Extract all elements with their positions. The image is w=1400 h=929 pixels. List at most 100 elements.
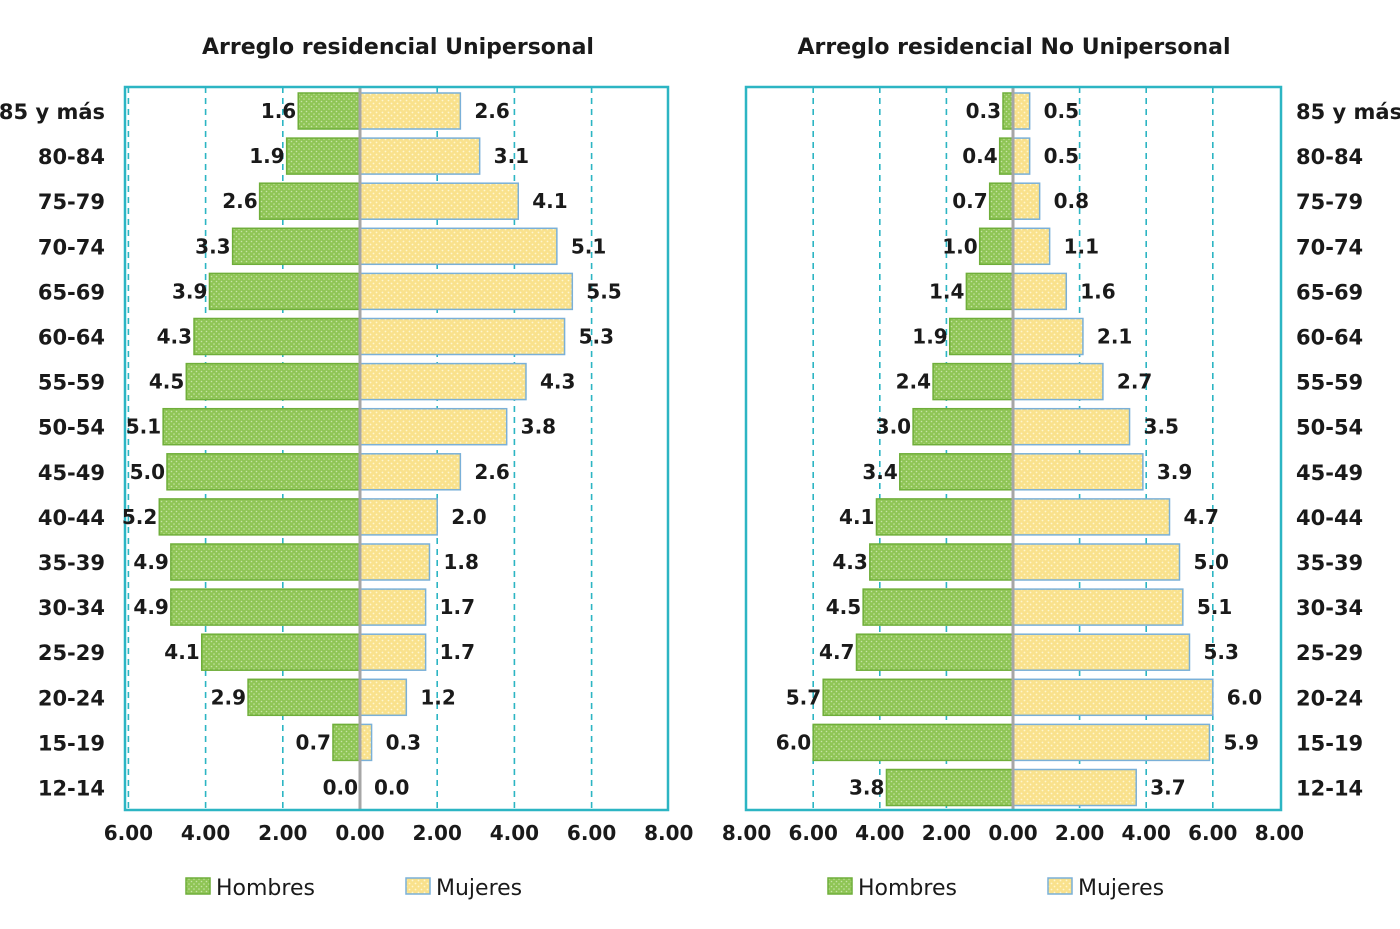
bar-hombres xyxy=(869,543,1014,581)
bar-mujeres xyxy=(359,633,427,671)
bar-mujeres xyxy=(1012,272,1068,311)
value-label-hombres: 1.9 xyxy=(249,144,284,168)
bar-hombres xyxy=(170,588,361,626)
age-label: 25-29 xyxy=(1296,641,1363,665)
x-tick-label: 4.00 xyxy=(1122,821,1171,845)
age-label: 80-84 xyxy=(38,145,105,169)
bar-mujeres xyxy=(359,92,462,130)
bar-mujeres xyxy=(359,362,527,401)
chart-unipersonal: Arreglo residencial Unipersonal 1.6 2.6 1.… xyxy=(0,35,693,901)
bar-hombres xyxy=(948,317,1014,356)
value-label-hombres: 3.0 xyxy=(876,415,911,439)
x-tick-label: 8.00 xyxy=(644,821,693,845)
value-label-hombres: 4.5 xyxy=(826,595,861,619)
x-tick-label: 0.00 xyxy=(335,821,384,845)
age-label: 50-54 xyxy=(38,416,105,440)
legend-label-mujeres: Mujeres xyxy=(1078,876,1164,901)
bar-mujeres xyxy=(1012,723,1211,762)
value-label-hombres: 2.9 xyxy=(211,685,246,709)
chart-no-unipersonal: Arreglo residencial No Unipersonal 0.3 0.… xyxy=(722,35,1400,901)
age-label: 45-49 xyxy=(38,461,105,485)
age-label: 12-14 xyxy=(38,777,105,801)
bar-mujeres xyxy=(359,407,508,446)
value-label-hombres: 4.1 xyxy=(839,505,874,529)
bars xyxy=(158,92,574,807)
bar-mujeres xyxy=(359,272,574,311)
x-tick-label: 6.00 xyxy=(1188,821,1237,845)
value-label-mujeres: 5.3 xyxy=(1203,640,1238,664)
age-label: 40-44 xyxy=(38,506,105,530)
bar-mujeres xyxy=(1012,453,1144,491)
x-tick-label: 6.00 xyxy=(567,821,616,845)
bar-hombres xyxy=(297,92,361,130)
bar-hombres xyxy=(912,407,1014,446)
value-label-mujeres: 2.6 xyxy=(474,99,509,123)
value-label-hombres: 4.5 xyxy=(149,370,184,394)
value-label-hombres: 1.4 xyxy=(929,279,964,303)
value-label-mujeres: 4.1 xyxy=(532,189,567,213)
bar-hombres xyxy=(812,723,1014,762)
value-label-mujeres: 3.7 xyxy=(1150,776,1185,800)
bar-hombres xyxy=(158,498,361,536)
value-label-mujeres: 1.7 xyxy=(440,595,475,619)
bar-mujeres xyxy=(359,498,438,536)
x-tick-label: 8.00 xyxy=(1255,821,1304,845)
value-label-mujeres: 3.9 xyxy=(1157,460,1192,484)
bar-mujeres xyxy=(359,678,408,717)
bar-mujeres xyxy=(359,453,462,491)
value-label-hombres: 5.2 xyxy=(122,505,157,529)
chart-title: Arreglo residencial Unipersonal xyxy=(202,35,594,60)
bars xyxy=(812,92,1214,807)
bar-hombres xyxy=(822,678,1014,717)
value-label-hombres: 4.9 xyxy=(133,595,168,619)
value-label-mujeres: 5.1 xyxy=(1197,595,1232,619)
legend-swatch-mujeres xyxy=(1047,877,1073,895)
value-label-hombres: 0.7 xyxy=(296,730,331,754)
age-label: 15-19 xyxy=(38,731,105,755)
value-label-mujeres: 2.7 xyxy=(1117,370,1152,394)
bar-mujeres xyxy=(1012,588,1184,626)
age-label: 40-44 xyxy=(1296,506,1363,530)
bar-hombres xyxy=(932,362,1014,401)
bar-mujeres xyxy=(1012,317,1084,356)
bar-hombres xyxy=(885,768,1014,807)
age-label: 70-74 xyxy=(38,235,105,259)
value-label-mujeres: 0.5 xyxy=(1044,99,1079,123)
bar-hombres xyxy=(185,362,361,401)
legend-swatch-hombres xyxy=(827,877,853,895)
legend-label-mujeres: Mujeres xyxy=(436,876,522,901)
value-label-mujeres: 1.6 xyxy=(1080,279,1115,303)
bar-hombres xyxy=(208,272,361,311)
legend-label-hombres: Hombres xyxy=(216,876,315,901)
bar-hombres xyxy=(965,272,1014,311)
age-label: 35-39 xyxy=(1296,551,1363,575)
value-label-hombres: 5.7 xyxy=(786,685,821,709)
value-label-mujeres: 1.2 xyxy=(420,685,455,709)
legend-swatch-hombres xyxy=(185,877,211,895)
value-label-hombres: 6.0 xyxy=(776,730,811,754)
bar-mujeres xyxy=(359,182,520,220)
bar-hombres xyxy=(285,137,361,175)
value-label-hombres: 4.9 xyxy=(133,550,168,574)
age-label: 60-64 xyxy=(38,326,105,350)
x-tick-label: 8.00 xyxy=(722,821,771,845)
value-label-mujeres: 5.5 xyxy=(586,279,621,303)
bar-mujeres xyxy=(1012,227,1051,266)
age-label: 20-24 xyxy=(1296,686,1363,710)
value-label-mujeres: 2.6 xyxy=(474,460,509,484)
age-label: 25-29 xyxy=(38,641,105,665)
legend: Hombres Mujeres xyxy=(827,876,1164,901)
value-label-mujeres: 5.1 xyxy=(571,234,606,258)
value-label-hombres: 1.9 xyxy=(912,325,947,349)
bar-mujeres xyxy=(1012,678,1214,717)
plot-frame xyxy=(744,85,1283,812)
bar-hombres xyxy=(875,498,1014,536)
value-label-mujeres: 0.8 xyxy=(1054,189,1089,213)
value-labels: 0.3 0.5 0.4 0.5 0.7 0.8 1.0 1.1 1.4 1.6 1.9 2.1 2.4 2… xyxy=(776,99,1262,800)
value-label-mujeres: 4.3 xyxy=(540,370,575,394)
x-tick-label: 4.00 xyxy=(181,821,230,845)
age-label: 50-54 xyxy=(1296,416,1363,440)
value-label-hombres: 0.3 xyxy=(966,99,1001,123)
x-tick-label: 6.00 xyxy=(104,821,153,845)
bar-mujeres xyxy=(359,723,373,762)
